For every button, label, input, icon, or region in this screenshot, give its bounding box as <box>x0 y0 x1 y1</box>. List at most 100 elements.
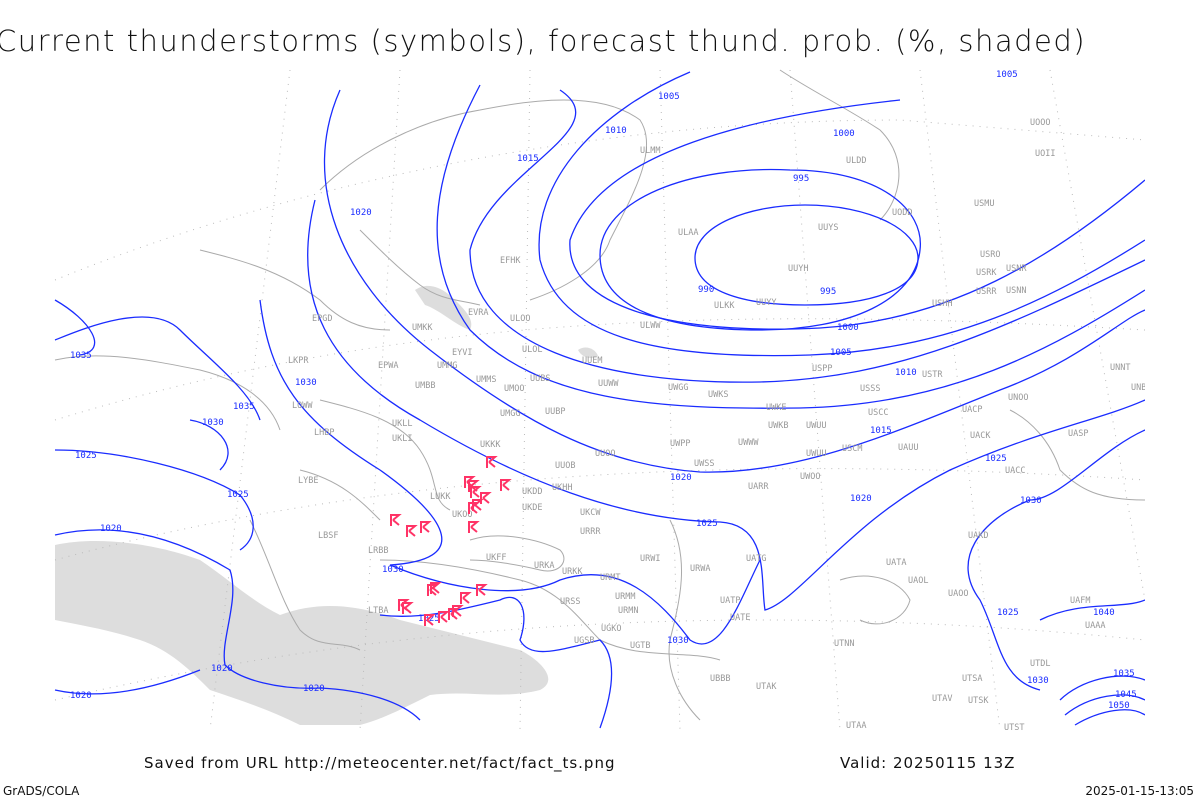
station-label: LYBE <box>298 476 318 486</box>
isobar-label: 1005 <box>996 70 1018 80</box>
isobar-label: 995 <box>820 287 836 297</box>
station-label: UWUU <box>806 421 826 431</box>
station-label: LBSF <box>318 531 338 541</box>
station-label: UKOO <box>452 510 472 520</box>
shaded-area-small <box>578 347 598 358</box>
station-label: UKDD <box>522 487 542 497</box>
station-label: ULAA <box>678 228 698 238</box>
station-label: UNOO <box>1008 393 1028 403</box>
station-label: UTAV <box>932 694 952 704</box>
station-label: UWKS <box>708 390 728 400</box>
station-label: UAFM <box>1070 596 1090 606</box>
thunderstorm-icon <box>486 456 498 468</box>
right-margin <box>1145 70 1200 735</box>
map-title: Current thunderstorms (symbols), forecas… <box>0 24 1087 58</box>
station-label: UACK <box>970 431 991 441</box>
isobar-990 <box>694 204 919 306</box>
station-label: LKPR <box>288 356 309 366</box>
station-label: URWA <box>690 564 710 574</box>
station-label: UMKK <box>412 323 433 333</box>
station-label: UMGG <box>500 409 520 419</box>
thunderstorm-icon <box>460 592 472 604</box>
station-label: UATG <box>746 554 766 564</box>
station-label: USRR <box>976 287 997 297</box>
coastlines-borders <box>54 69 1146 721</box>
station-label: UUEM <box>582 356 602 366</box>
station-label: UAAA <box>1085 621 1105 631</box>
station-label: UUWW <box>598 379 619 389</box>
station-label: USMU <box>974 199 994 209</box>
station-label: EPWA <box>378 361 398 371</box>
probability-shading <box>55 285 598 725</box>
station-label: UWPP <box>670 439 690 449</box>
station-label: UMBB <box>415 381 435 391</box>
isobar-label: 1000 <box>837 323 859 333</box>
isobar-1025 <box>307 199 1146 611</box>
isobar-high-se <box>1039 599 1146 726</box>
station-label: UTST <box>1004 723 1024 733</box>
isobar-1010 <box>469 89 1146 383</box>
isobars <box>54 71 1146 729</box>
thunderstorm-icon <box>430 582 442 594</box>
station-label: URWI <box>640 554 660 564</box>
isobar-1020-sw <box>54 669 201 695</box>
station-label: UATA <box>886 558 906 568</box>
isobar-1030-west <box>54 299 229 471</box>
station-label: URKA <box>534 561 554 571</box>
station-label: USPP <box>812 364 832 374</box>
isobar-label: 1010 <box>605 126 627 136</box>
isobar-label: 990 <box>698 285 714 295</box>
isobar-label: 1025 <box>227 490 249 500</box>
station-label: USCM <box>842 444 862 454</box>
station-label: UTAA <box>846 721 866 731</box>
thunderstorm-icon <box>406 525 418 537</box>
station-label: UAOL <box>908 576 928 586</box>
isobar-label: 1050 <box>1108 701 1130 711</box>
isobar-label: 1005 <box>658 92 680 102</box>
station-label: USRO <box>980 250 1000 260</box>
isobar-label: 1000 <box>833 129 855 139</box>
station-label: UACC <box>1005 466 1025 476</box>
isobar-label: 1020 <box>303 684 325 694</box>
station-label: URSS <box>560 597 580 607</box>
generated-timestamp: 2025-01-15-13:05 <box>1085 784 1194 798</box>
station-label: UATE <box>730 613 750 623</box>
valid-time: Valid: 20250115 13Z <box>840 754 1016 772</box>
station-label: USTR <box>922 370 943 380</box>
isobar-label: 1045 <box>1115 690 1137 700</box>
isobar-label: 1035 <box>70 351 92 361</box>
station-label: UNNT <box>1110 363 1130 373</box>
station-label: UTDL <box>1030 659 1050 669</box>
isobar-label: 1020 <box>211 664 233 674</box>
station-label: USHH <box>932 299 952 309</box>
thunderstorm-icon <box>452 605 464 617</box>
station-label: UOII <box>1035 149 1055 159</box>
isobar-1015 <box>436 84 1146 409</box>
isobar-label: 1020 <box>70 691 92 701</box>
station-labels: EFHK ULAA ULMM ULOO EVRA UMKK EYVI UMMG EPWA UMBB… <box>288 118 1151 733</box>
thunderstorm-icon <box>468 521 480 533</box>
station-label: UUBS <box>530 374 550 384</box>
station-label: UODD <box>892 208 912 218</box>
isobar-label: 1020 <box>670 473 692 483</box>
station-label: UWSS <box>694 459 714 469</box>
station-label: UMMG <box>437 361 457 371</box>
station-label: UTSA <box>962 674 982 684</box>
station-label: URMM <box>615 592 635 602</box>
isobar-label: 1015 <box>870 426 892 436</box>
station-label: UASP <box>1068 429 1088 439</box>
station-label: URMN <box>618 606 638 616</box>
station-label: UWGG <box>668 383 688 393</box>
station-label: URMT <box>600 573 620 583</box>
shaded-area-baltic <box>415 285 472 330</box>
isobar-label: 1030 <box>382 565 404 575</box>
isobar-label: 1025 <box>75 451 97 461</box>
station-label: UARR <box>748 482 769 492</box>
station-label: UUYH <box>788 264 808 274</box>
station-label: UKDE <box>522 503 542 513</box>
station-label: LRBB <box>368 546 388 556</box>
station-label: UTNN <box>834 639 854 649</box>
station-label: URRR <box>580 527 601 537</box>
isobar-1005 <box>538 71 1146 357</box>
